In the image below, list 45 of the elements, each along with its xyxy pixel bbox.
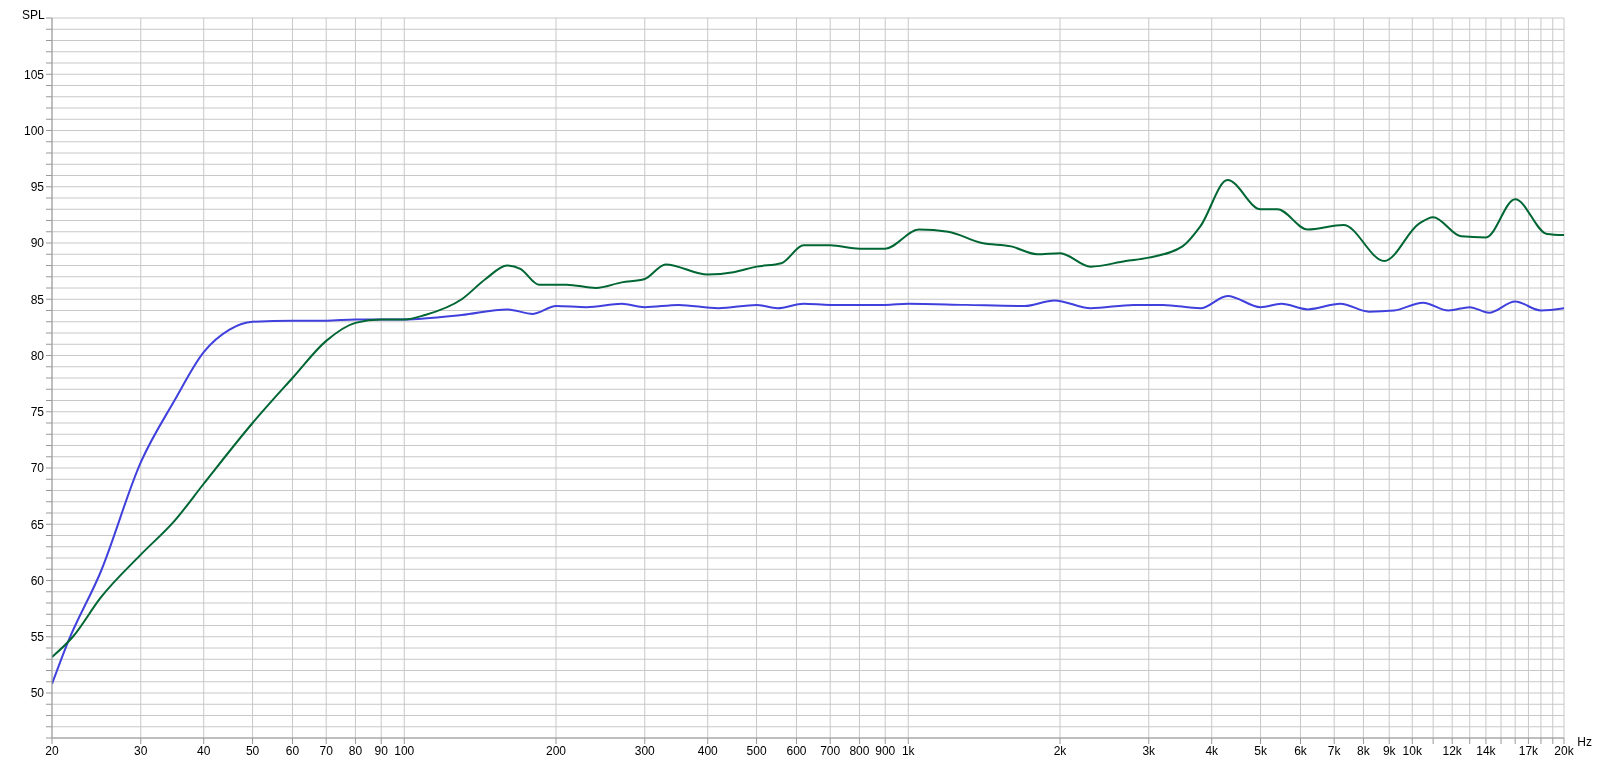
y-tick-label: 55: [30, 630, 45, 645]
y-tick-label: 65: [30, 517, 45, 532]
x-tick-label: 12k: [1442, 743, 1463, 758]
x-tick-label: 14k: [1476, 743, 1497, 758]
y-tick-label: 105: [23, 67, 45, 82]
x-tick-label: 70: [319, 743, 334, 758]
x-tick-label: 30: [134, 743, 148, 758]
x-tick-label: 5k: [1254, 743, 1268, 758]
y-axis-title: SPL: [22, 8, 45, 22]
x-tick-label: 2k: [1053, 743, 1068, 758]
x-tick-label: 200: [545, 743, 567, 758]
x-tick-label: 500: [746, 743, 767, 758]
x-tick-label: 8k: [1357, 743, 1371, 758]
y-tick-label: 50: [30, 686, 45, 701]
x-tick-label: 9k: [1382, 743, 1397, 758]
x-axis-title: Hz: [1577, 735, 1592, 749]
x-tick-label: 4k: [1205, 743, 1220, 758]
x-tick-label: 10k: [1402, 743, 1423, 758]
y-tick-label: 95: [30, 180, 45, 195]
y-tick-label: 100: [23, 123, 45, 138]
y-tick-label: 85: [30, 292, 45, 307]
x-tick-label: 6k: [1294, 743, 1308, 758]
x-tick-label: 90: [374, 743, 389, 758]
x-tick-label: 50: [245, 743, 260, 758]
x-tick-label: 7k: [1327, 743, 1342, 758]
x-tick-label: 1k: [901, 743, 916, 758]
x-tick-label: 40: [197, 743, 211, 758]
x-tick-label: 600: [786, 743, 807, 758]
y-tick-label: 60: [30, 573, 45, 588]
y-tick-label: 80: [30, 348, 45, 363]
x-tick-label: 700: [820, 743, 841, 758]
x-tick-label: 400: [697, 743, 719, 758]
x-tick-label: 20: [45, 743, 59, 758]
x-tick-label: 3k: [1142, 743, 1157, 758]
y-tick-label: 75: [30, 405, 45, 420]
x-tick-label: 300: [634, 743, 656, 758]
x-tick-label: 900: [875, 743, 896, 758]
y-tick-label: 90: [30, 236, 45, 251]
x-tick-label: 60: [285, 743, 300, 758]
x-tick-label: 800: [849, 743, 870, 758]
x-tick-label: 100: [394, 743, 415, 758]
x-tick-label: 20k: [1554, 743, 1575, 758]
x-tick-label: 80: [348, 743, 363, 758]
x-tick-label: 17k: [1518, 743, 1540, 758]
y-tick-label: 70: [30, 461, 45, 476]
